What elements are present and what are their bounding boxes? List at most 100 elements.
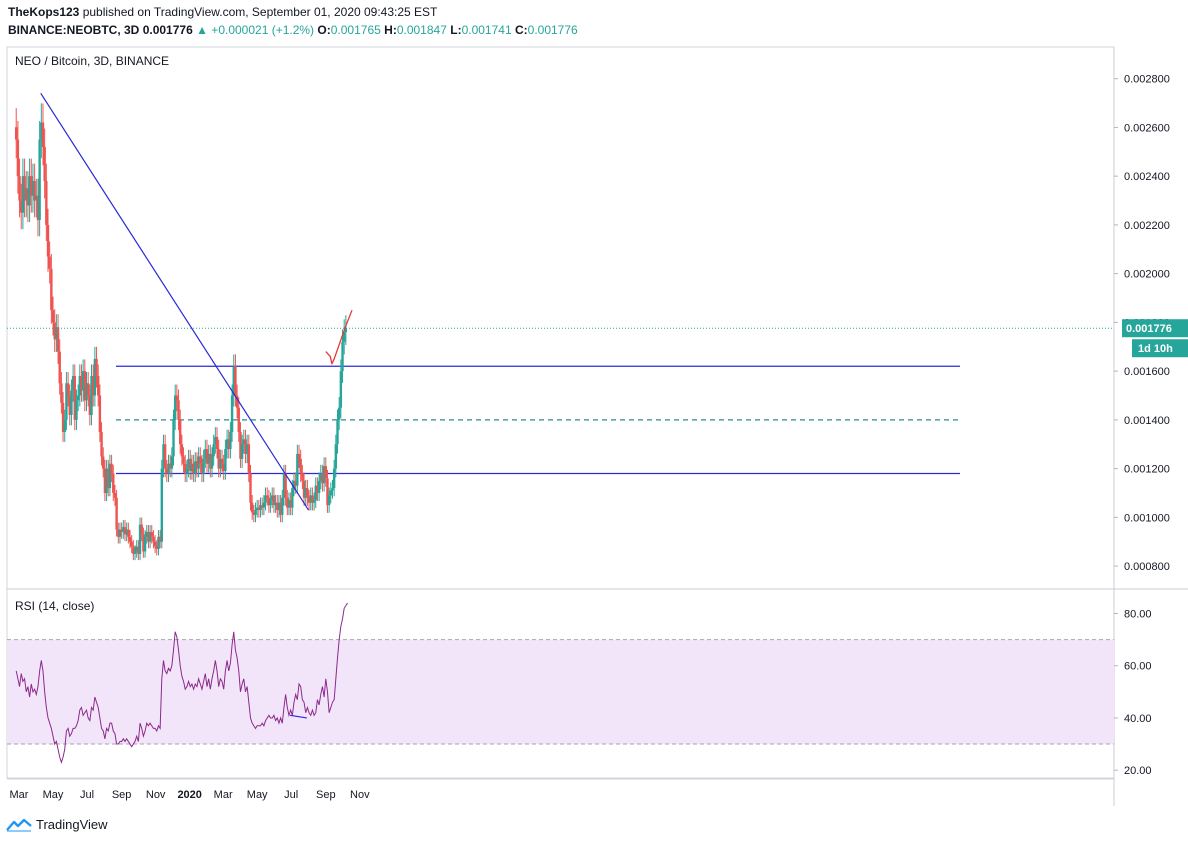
candle-body — [284, 473, 287, 498]
candle-body — [48, 256, 51, 269]
candle-body — [168, 463, 172, 469]
time-tick-label: Jul — [284, 789, 298, 801]
projection-curve — [325, 309, 353, 365]
countdown-tag: 1d 10h — [1138, 343, 1173, 355]
candle-body — [255, 507, 259, 511]
candle-body — [267, 497, 271, 506]
candle-body — [225, 439, 229, 450]
candle-body — [229, 432, 232, 450]
candle-body — [317, 480, 321, 493]
tradingview-logo[interactable]: TradingView — [6, 817, 108, 832]
candle-body — [155, 546, 158, 550]
candle-body — [73, 375, 76, 420]
candle-body — [292, 480, 296, 489]
candle-body — [152, 536, 155, 542]
candle-body — [334, 444, 338, 469]
price-change: ▲ +0.000021 (+1.2%) — [196, 23, 315, 37]
candle-body — [281, 497, 284, 515]
candle-body — [326, 478, 329, 506]
candle-body — [327, 495, 331, 506]
candle-body — [157, 536, 160, 550]
candle-body — [287, 500, 291, 508]
candle-body — [220, 458, 224, 464]
candle-body — [128, 536, 132, 542]
price-tick-label: 0.001200 — [1124, 464, 1170, 476]
candle-body — [312, 500, 316, 503]
candle-body — [314, 485, 317, 501]
price-tick-label: 0.002600 — [1124, 122, 1170, 134]
candle-body — [130, 541, 133, 547]
time-tick-label: May — [43, 789, 64, 801]
candle-body — [291, 488, 294, 508]
candle-body — [21, 176, 25, 213]
candle-body — [127, 529, 130, 537]
candle-body — [262, 502, 266, 508]
candle-body — [192, 463, 195, 474]
candle-body — [244, 439, 247, 454]
rsi-tick-label: 40.00 — [1124, 713, 1152, 725]
candle-body — [311, 495, 314, 503]
candle-body — [80, 375, 83, 391]
descending-trendline — [40, 92, 310, 511]
candle-body — [299, 458, 302, 474]
candle-body — [148, 531, 152, 542]
candle-body — [123, 527, 127, 535]
candle-body — [118, 529, 122, 537]
candle-body — [35, 195, 38, 201]
main-pane-title: NEO / Bitcoin, 3D, BINANCE — [15, 54, 169, 68]
time-tick-label: Nov — [146, 789, 166, 801]
candle-body — [63, 419, 66, 433]
candle-body — [162, 444, 165, 469]
candle-body — [23, 176, 26, 201]
candle-body — [271, 495, 274, 501]
candle-body — [51, 310, 55, 323]
candle-body — [117, 529, 120, 537]
candle-body — [232, 366, 235, 396]
candle-body — [78, 375, 82, 396]
candle-body — [71, 375, 75, 391]
candle-body — [165, 468, 169, 474]
candle-body — [172, 419, 175, 457]
candle-body — [58, 351, 61, 384]
candle-body — [199, 456, 202, 464]
candle-body — [205, 449, 209, 464]
candle-body — [138, 524, 142, 554]
candle-body — [36, 195, 40, 221]
candle-body — [336, 419, 339, 445]
candle-body — [237, 407, 240, 433]
countdown-tag-bg — [1132, 339, 1188, 358]
candle-body — [207, 453, 210, 464]
candle-body — [234, 366, 237, 396]
candle-body — [242, 439, 245, 445]
candle-body — [264, 495, 267, 503]
publish-info: TheKops123 published on TradingView.com,… — [8, 5, 437, 19]
candle-body — [88, 395, 92, 415]
candle-body — [309, 495, 312, 503]
candle-body — [30, 176, 33, 196]
candle-body — [112, 473, 115, 493]
candle-body — [204, 449, 207, 459]
candle-body — [235, 395, 239, 408]
price-tick-label: 0.002200 — [1124, 220, 1170, 232]
candle-body — [90, 375, 93, 415]
candle-body — [25, 188, 28, 201]
time-tick-label: Sep — [112, 789, 132, 801]
publisher-name[interactable]: TheKops123 — [8, 5, 80, 19]
candle-body — [294, 480, 297, 486]
last-price-tag: 0.001776 — [1126, 323, 1172, 335]
candle-body — [249, 473, 252, 503]
candle-body — [163, 444, 167, 469]
candle-body — [250, 502, 254, 513]
candle-body — [184, 463, 187, 474]
candle-body — [261, 505, 264, 508]
candle-body — [85, 383, 88, 401]
open-value: 0.001765 — [330, 23, 381, 37]
candle-body — [16, 139, 20, 177]
candle-body — [76, 395, 80, 401]
candle-body — [227, 439, 230, 450]
price-tick-label: 0.002400 — [1124, 171, 1170, 183]
candle-body — [91, 375, 95, 396]
candle-body — [302, 480, 306, 498]
rsi-tick-label: 80.00 — [1124, 609, 1152, 621]
